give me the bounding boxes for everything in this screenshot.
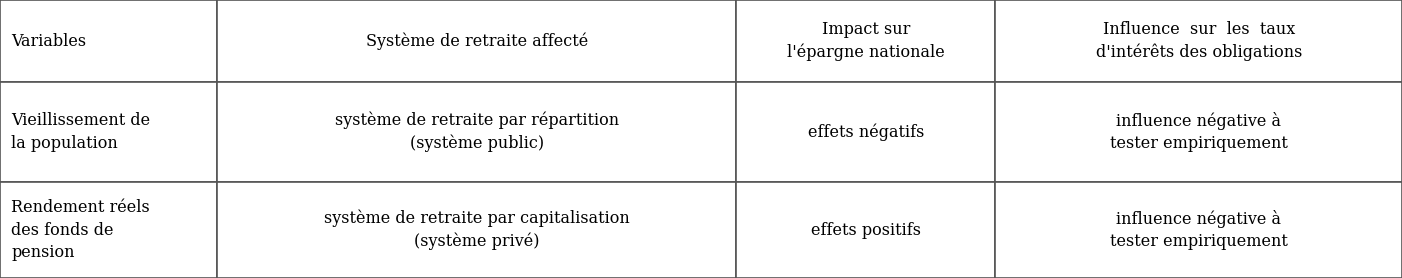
Bar [995, 0, 1402, 82]
Text: Vieillissement de
la population: Vieillissement de la population [11, 112, 150, 152]
Text: système de retraite par capitalisation
(système privé): système de retraite par capitalisation (… [324, 210, 629, 250]
Bar [217, 0, 736, 82]
Bar [217, 82, 736, 182]
Bar [995, 82, 1402, 182]
Bar [217, 182, 736, 278]
Bar [736, 82, 995, 182]
Bar [736, 0, 995, 82]
Text: effets négatifs: effets négatifs [808, 123, 924, 141]
Text: Système de retraite affecté: Système de retraite affecté [366, 32, 587, 50]
Bar [0, 82, 217, 182]
Text: effets positifs: effets positifs [810, 222, 921, 239]
Bar [0, 182, 217, 278]
Text: Variables: Variables [11, 33, 87, 49]
Bar [736, 182, 995, 278]
Text: influence négative à
tester empiriquement: influence négative à tester empiriquemen… [1110, 210, 1287, 250]
Text: système de retraite par répartition
(système public): système de retraite par répartition (sys… [335, 112, 618, 152]
Text: Rendement réels
des fonds de
pension: Rendement réels des fonds de pension [11, 199, 150, 261]
Bar [0, 0, 217, 82]
Bar [995, 182, 1402, 278]
Text: influence négative à
tester empiriquement: influence négative à tester empiriquemen… [1110, 112, 1287, 152]
Text: Influence  sur  les  taux
d'intérêts des obligations: Influence sur les taux d'intérêts des ob… [1095, 21, 1302, 61]
Text: Impact sur
l'épargne nationale: Impact sur l'épargne nationale [787, 21, 945, 61]
